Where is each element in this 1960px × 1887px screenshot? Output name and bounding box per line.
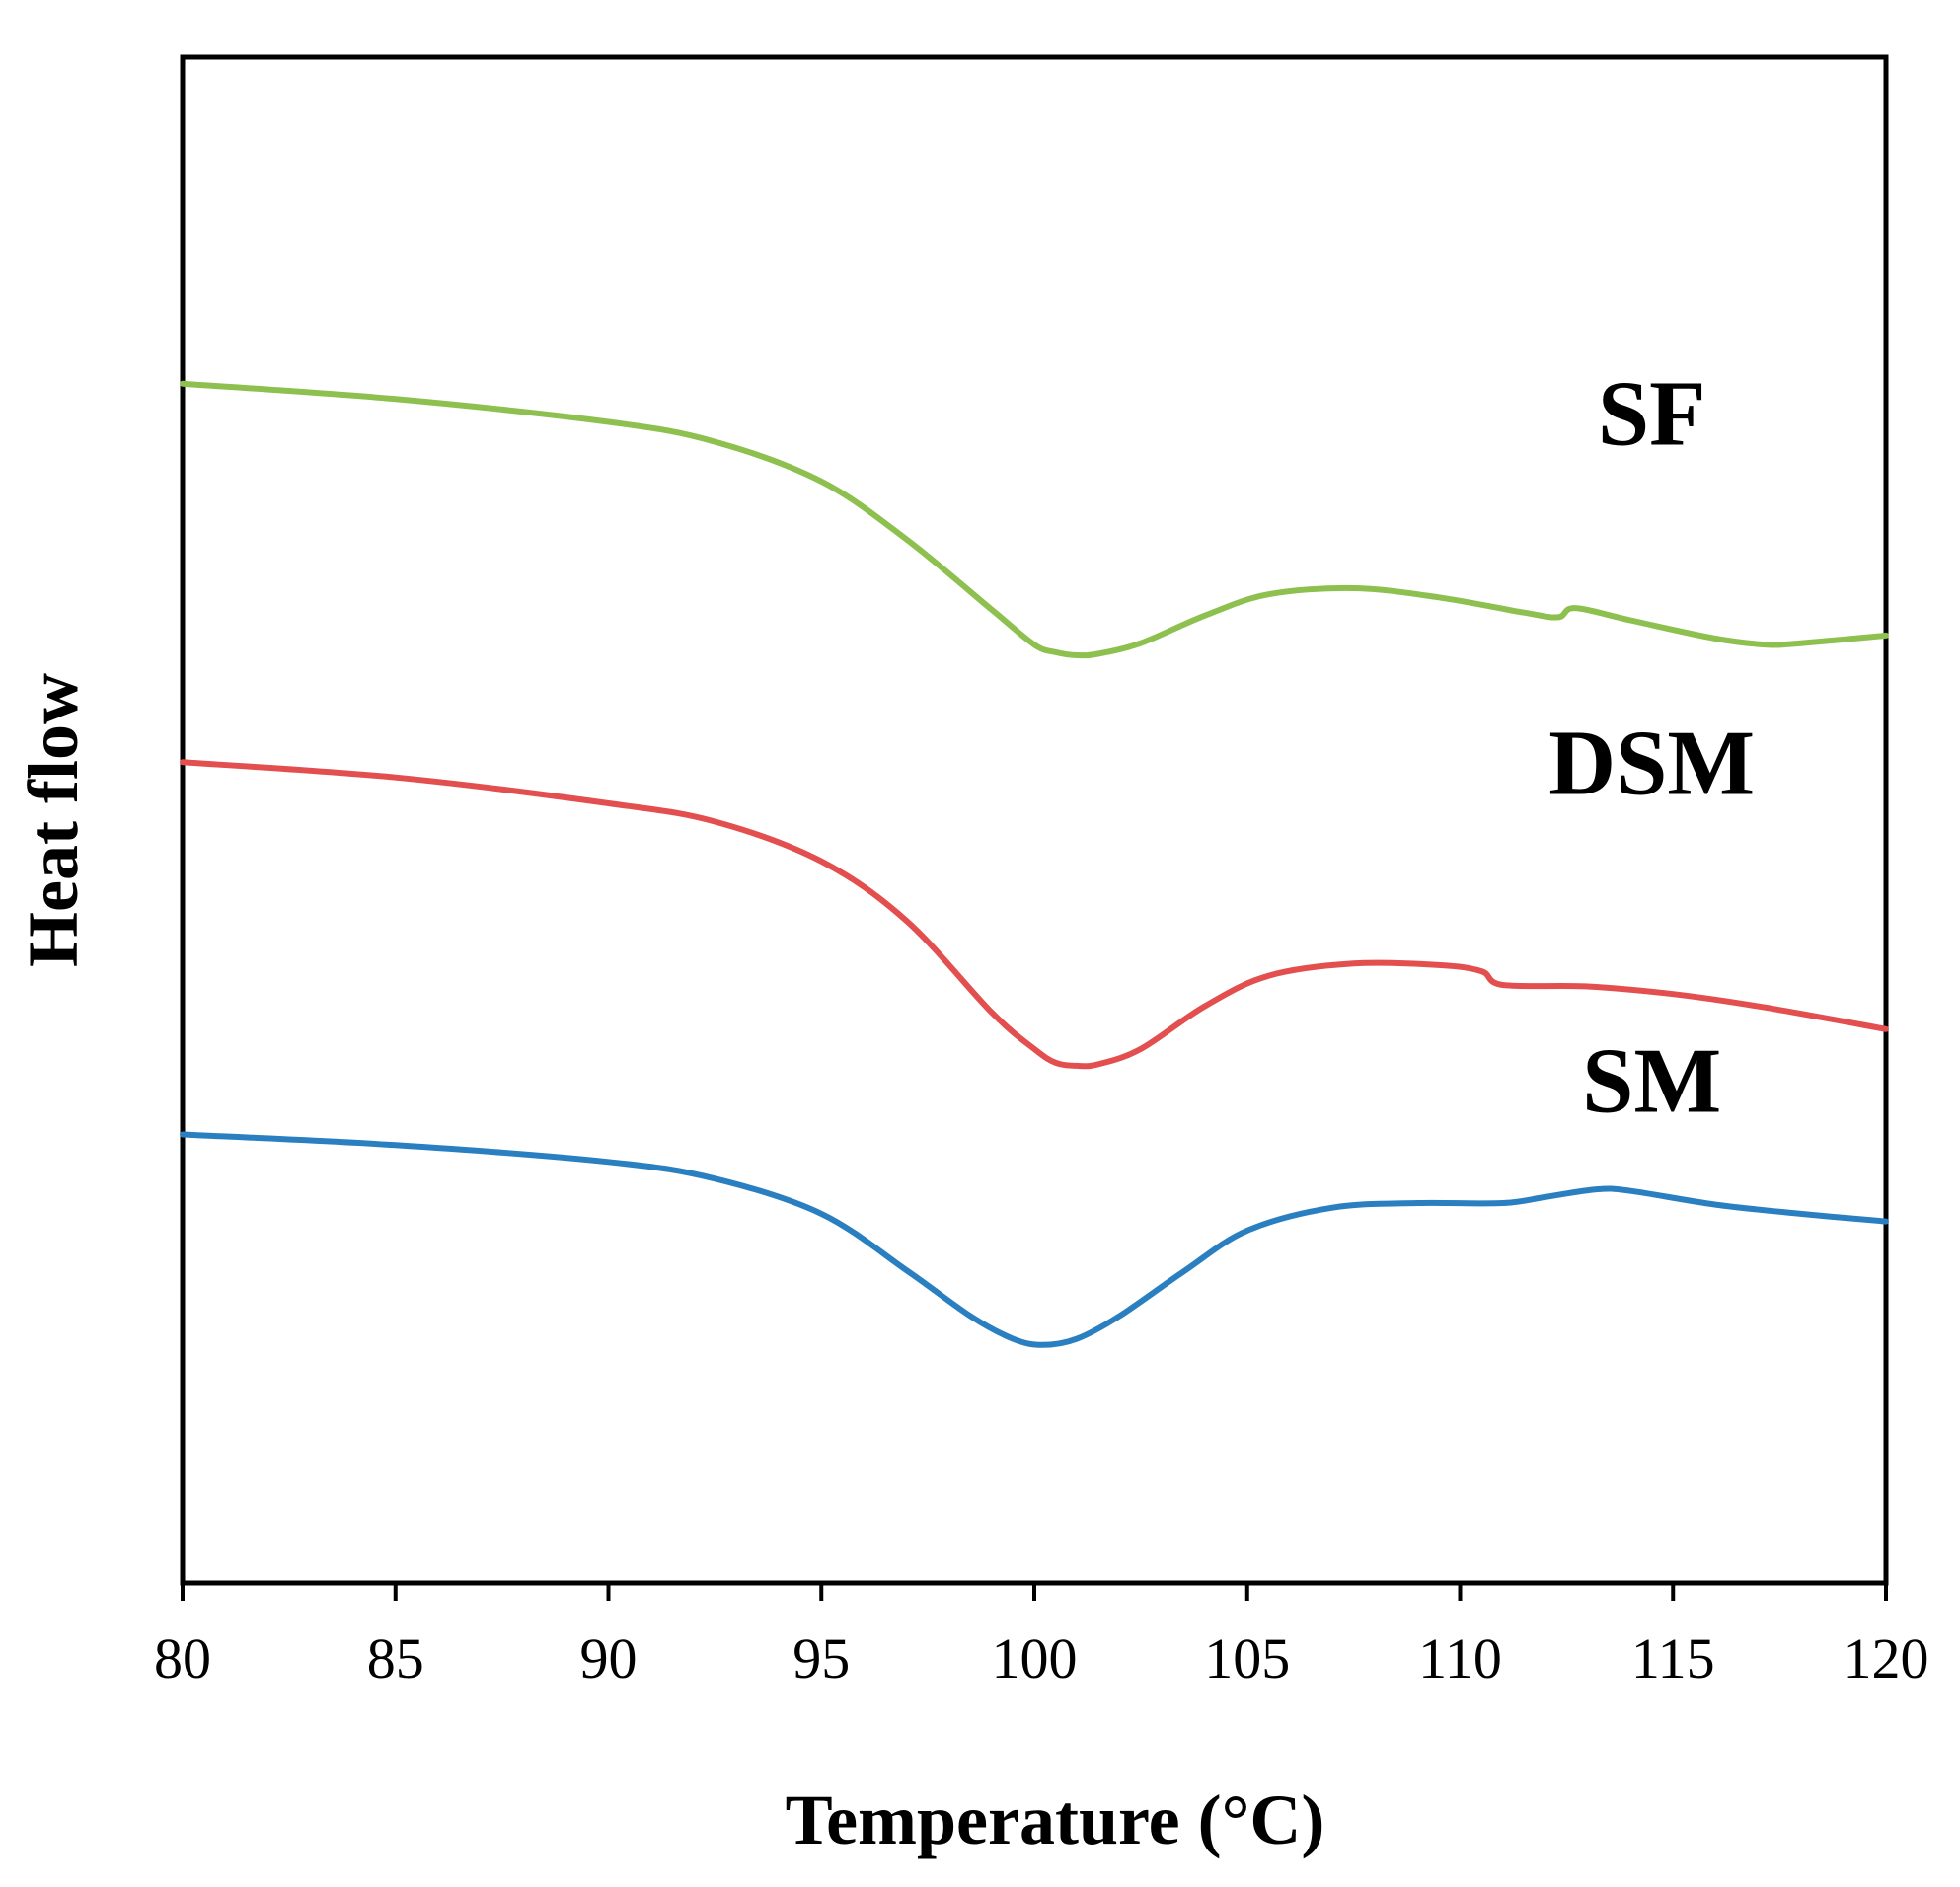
x-tick-label: 115 xyxy=(1631,1626,1715,1691)
x-tick-label: 100 xyxy=(992,1626,1078,1691)
series-line-sm xyxy=(180,1131,1889,1348)
x-tick-label: 105 xyxy=(1204,1626,1290,1691)
x-tick-label: 90 xyxy=(580,1626,638,1691)
series-line-dsm xyxy=(180,759,1889,1070)
y-axis-title: Heat flow xyxy=(14,673,93,967)
series-lines xyxy=(180,380,1889,1348)
x-tick-label: 120 xyxy=(1844,1626,1929,1691)
series-label-dsm: DSM xyxy=(1548,713,1755,815)
x-tick-label: 80 xyxy=(154,1626,211,1691)
plot-area-border xyxy=(180,54,1889,1586)
x-axis-title: Temperature (°C) xyxy=(786,1780,1325,1859)
x-axis-tick-labels: 80 85 90 95 100 105 110 115 120 xyxy=(154,1626,1929,1691)
x-tick-label: 85 xyxy=(367,1626,424,1691)
series-labels: SF DSM SM xyxy=(1548,363,1755,1133)
plot-frame xyxy=(180,54,1889,1586)
x-axis-ticks xyxy=(181,1583,1888,1601)
series-label-sf: SF xyxy=(1598,363,1706,466)
series-line-sf xyxy=(180,380,1889,659)
x-tick-label: 95 xyxy=(792,1626,850,1691)
x-tick-label: 110 xyxy=(1418,1626,1502,1691)
series-label-sm: SM xyxy=(1582,1029,1721,1132)
